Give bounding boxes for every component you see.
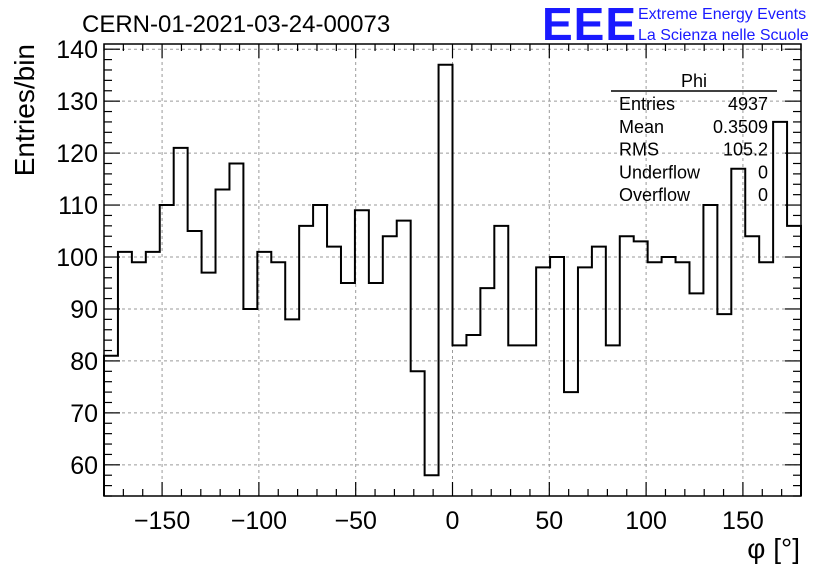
histogram-bin	[759, 262, 773, 496]
histogram-bin	[676, 262, 690, 496]
stats-label: Mean	[619, 117, 664, 137]
stats-value: 0	[758, 162, 768, 182]
histogram-bin	[313, 205, 327, 496]
y-tick-label: 90	[70, 296, 98, 324]
x-tick-label: −100	[231, 507, 287, 535]
eee-logo-mark: EEE	[542, 0, 637, 50]
histogram-bin	[494, 226, 508, 496]
histogram-bin	[453, 345, 467, 496]
histogram-outline	[103, 63, 802, 496]
histogram-bin	[397, 221, 411, 496]
eee-logo-line1: Extreme Energy Events	[638, 6, 806, 23]
x-tick-label: 100	[625, 507, 667, 535]
histogram-bin	[466, 335, 480, 496]
y-tick-label: 110	[58, 192, 98, 220]
y-tick-label: 130	[56, 88, 98, 116]
histogram-bin	[578, 267, 592, 496]
histogram-bin	[118, 252, 132, 496]
histogram-bin	[606, 345, 620, 496]
x-axis-title: φ [°]	[747, 533, 800, 564]
histogram-bin	[355, 210, 369, 496]
stats-box: Phi Entries 4937 Mean 0.3509 RMS 105.2 Underfl…	[611, 71, 777, 205]
x-tick-label: 0	[446, 507, 460, 535]
stats-label: Entries	[619, 94, 675, 114]
histogram-bin	[703, 205, 717, 496]
histogram-bin	[160, 205, 174, 496]
histogram-bin	[243, 309, 257, 496]
histogram-bin	[508, 345, 522, 496]
histogram-bin	[216, 189, 230, 496]
histogram-bin	[522, 345, 536, 496]
y-tick-label: 70	[70, 400, 98, 428]
histogram-bin	[689, 293, 703, 496]
histogram-bin	[634, 241, 648, 496]
histogram-bin	[648, 262, 662, 496]
histogram-bin	[257, 252, 271, 496]
stats-rows: Entries 4937 Mean 0.3509 RMS 105.2 Underflow 0 O…	[619, 94, 768, 205]
chart-title: CERN-01-2021-03-24-00073	[82, 11, 390, 38]
x-tick-label: 150	[722, 507, 764, 535]
histogram-bin	[731, 169, 745, 496]
histogram-bin	[327, 247, 341, 496]
stats-value: 0.3509	[713, 117, 768, 137]
histogram-bin	[174, 148, 188, 496]
histogram-bin	[480, 288, 494, 496]
histogram-bin	[188, 231, 202, 496]
histogram-bin	[550, 257, 564, 496]
y-axis-title: Entries/bin	[9, 44, 40, 176]
histogram-bin	[592, 247, 606, 496]
eee-logo: EEE Extreme Energy Events La Scienza nel…	[542, 0, 809, 50]
axis-ticks	[103, 44, 802, 497]
x-tick-label: −150	[134, 507, 190, 535]
stats-label: Underflow	[619, 162, 701, 182]
histogram-bin	[717, 314, 731, 496]
stats-value: 4937	[728, 94, 768, 114]
histogram-bin	[132, 262, 146, 496]
histogram-bin	[773, 122, 787, 496]
y-tick-label: 140	[56, 36, 98, 64]
histogram-bin	[271, 262, 285, 496]
histogram-bin	[439, 65, 453, 496]
histogram-bin	[564, 392, 578, 496]
stats-value: 105.2	[723, 140, 768, 160]
histogram-bin	[745, 236, 759, 496]
x-tick-label: 50	[535, 507, 563, 535]
histogram-bin	[341, 283, 355, 496]
histogram-bin	[425, 475, 439, 496]
tick-labels: −150 −100 −50 0 50 100 150 60 70 80 90 100 110 120 130…	[56, 36, 763, 535]
stats-box-title: Phi	[681, 71, 707, 91]
histogram-bin	[620, 236, 634, 496]
y-tick-label: 60	[70, 452, 98, 480]
stats-label: Overflow	[619, 185, 691, 205]
y-tick-label: 100	[56, 244, 98, 272]
histogram-bin	[383, 236, 397, 496]
eee-logo-line2: La Scienza nelle Scuole	[638, 27, 809, 44]
histogram-bin	[411, 371, 425, 496]
histogram-bin	[536, 267, 550, 496]
histogram-bin	[369, 283, 383, 496]
histogram-bin	[285, 319, 299, 496]
histogram-bin	[229, 163, 243, 496]
y-tick-label: 120	[56, 140, 98, 168]
histogram-bin	[662, 257, 676, 496]
histogram-bars	[103, 63, 802, 496]
histogram-bin	[146, 252, 160, 496]
stats-label: RMS	[619, 140, 659, 160]
y-tick-label: 80	[70, 348, 98, 376]
histogram-bin	[299, 226, 313, 496]
x-tick-label: −50	[334, 507, 376, 535]
stats-value: 0	[758, 185, 768, 205]
histogram-bin	[202, 273, 216, 496]
